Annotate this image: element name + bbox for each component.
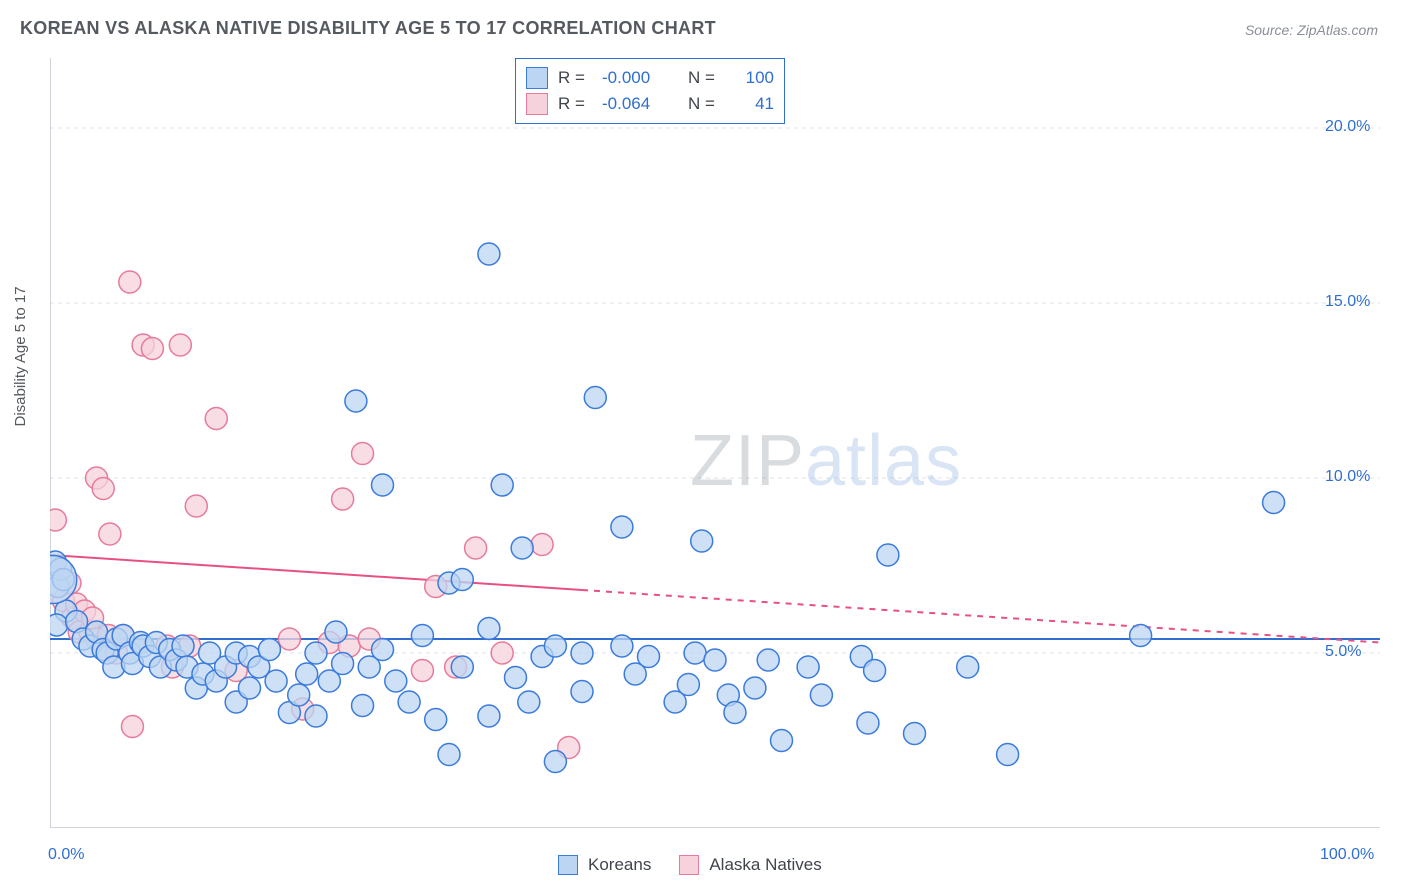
legend-row: R = -0.000 N = 100 — [526, 65, 774, 91]
legend-r-value: -0.064 — [602, 91, 672, 117]
legend-r-label: R = — [558, 91, 592, 117]
y-tick-label: 5.0% — [1325, 643, 1361, 661]
y-axis-label: Disability Age 5 to 17 — [12, 286, 29, 426]
legend-n-label: N = — [682, 65, 724, 91]
x-tick-label: 0.0% — [48, 846, 84, 864]
legend-r-label: R = — [558, 65, 592, 91]
scatter-plot-svg — [50, 58, 1380, 828]
y-tick-label: 10.0% — [1325, 468, 1370, 486]
plot-area — [50, 58, 1380, 828]
x-tick-label: 100.0% — [1320, 846, 1374, 864]
y-tick-label: 15.0% — [1325, 293, 1370, 311]
stats-legend: R = -0.000 N = 100 R = -0.064 N = 41 — [515, 58, 785, 124]
series-swatch — [558, 855, 578, 875]
series-label: Koreans — [588, 855, 651, 875]
legend-n-label: N = — [682, 91, 724, 117]
source-label: Source: ZipAtlas.com — [1245, 22, 1378, 38]
y-tick-label: 20.0% — [1325, 118, 1370, 136]
series-swatch — [679, 855, 699, 875]
series-legend: Koreans Alaska Natives — [558, 855, 840, 875]
legend-swatch — [526, 93, 548, 115]
legend-n-value: 41 — [734, 91, 774, 117]
chart-title: KOREAN VS ALASKA NATIVE DISABILITY AGE 5… — [20, 18, 716, 39]
series-label: Alaska Natives — [709, 855, 821, 875]
legend-n-value: 100 — [734, 65, 774, 91]
legend-row: R = -0.064 N = 41 — [526, 91, 774, 117]
legend-r-value: -0.000 — [602, 65, 672, 91]
legend-swatch — [526, 67, 548, 89]
